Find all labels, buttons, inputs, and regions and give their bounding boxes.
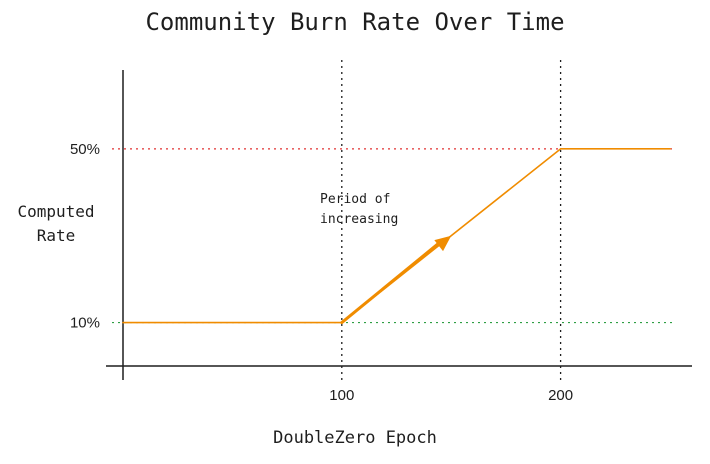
x-tick-label-100: 100: [329, 387, 354, 404]
y-tick-label-50: 50%: [70, 141, 100, 158]
annotation-text-line-0: Period of: [320, 192, 390, 207]
y-axis-label: Computed Rate: [17, 202, 95, 245]
annotation-arrow-head: [434, 235, 452, 252]
x-axis-label: DoubleZero Epoch: [273, 428, 437, 448]
x-tick-label-200: 200: [548, 387, 573, 404]
y-tick-label-10: 10%: [70, 315, 100, 332]
annotation-arrow-shaft: [340, 239, 443, 325]
annotation-text-line-1: increasing: [320, 212, 398, 227]
chart-title: Community Burn Rate Over Time: [145, 8, 565, 36]
